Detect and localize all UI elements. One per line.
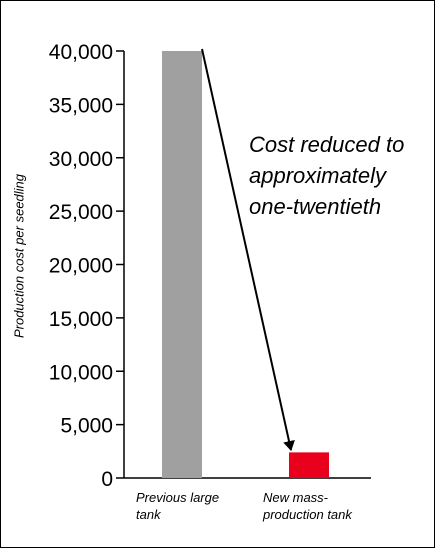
y-tick-label: 25,000 <box>49 201 113 224</box>
y-axis-label: Production cost per seedling <box>11 173 27 339</box>
bar <box>162 51 202 478</box>
bar <box>289 452 329 478</box>
annotation: Cost reduced to approximately one-twenti… <box>249 132 405 219</box>
y-tick-label: 40,000 <box>49 41 113 64</box>
y-tick-label: 10,000 <box>49 361 113 384</box>
y-tick-label: 35,000 <box>49 94 113 117</box>
y-tick-label: 5,000 <box>60 415 113 438</box>
y-tick-label: 20,000 <box>49 255 113 278</box>
x-tick-label: New mass-production tank <box>263 490 352 522</box>
y-tick-label: 0 <box>101 468 113 491</box>
y-tick-label: 15,000 <box>49 308 113 331</box>
arrow <box>201 48 295 451</box>
x-tick-label: Previous large tank <box>136 490 220 522</box>
y-tick-label: 30,000 <box>49 148 113 171</box>
